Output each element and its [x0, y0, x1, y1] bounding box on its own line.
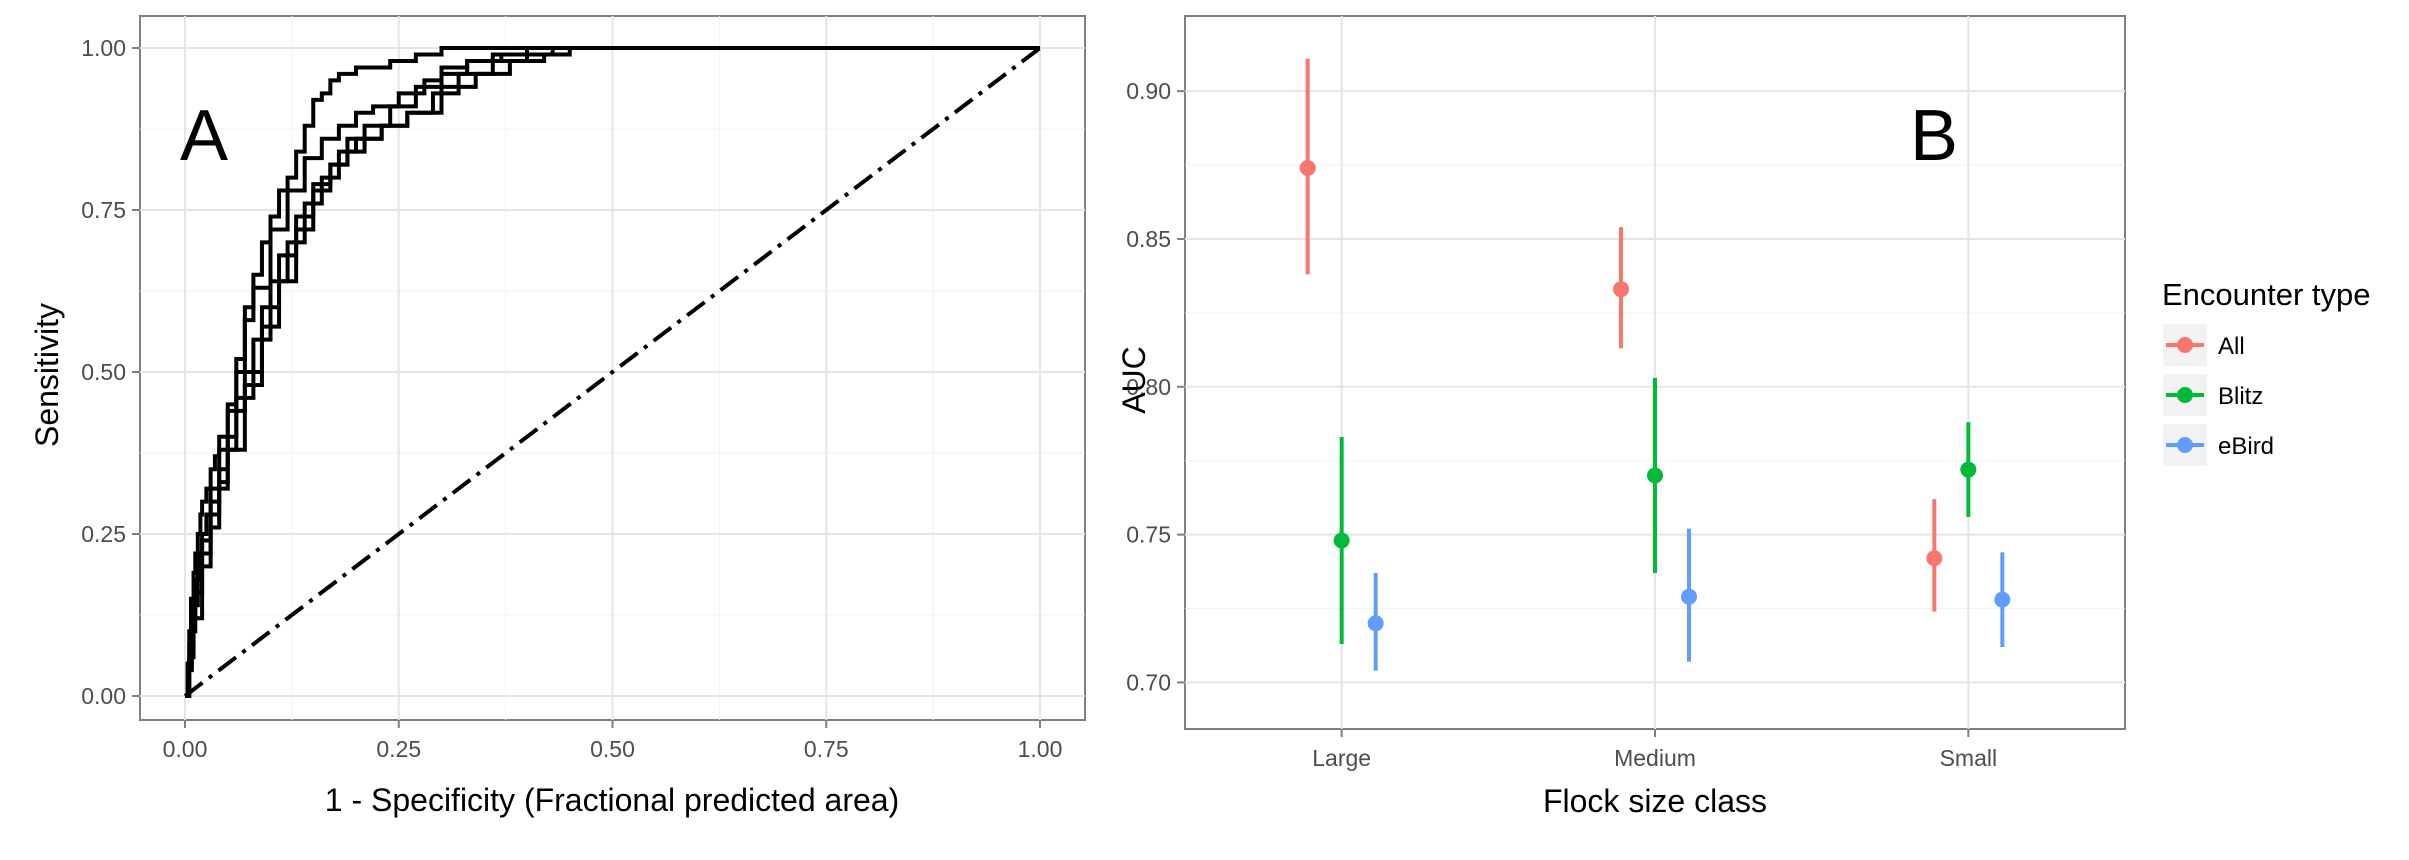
x-tick-label: Small — [1940, 745, 1998, 771]
legend-label-all: All — [2218, 333, 2245, 360]
panel-a-y-axis-title: Sensitivity — [29, 303, 65, 447]
y-tick-label: 0.90 — [1126, 78, 1171, 104]
legend-label-ebird: eBird — [2218, 433, 2274, 460]
x-tick-label: 0.75 — [804, 736, 849, 762]
x-tick-label: 0.00 — [163, 736, 208, 762]
reference-diagonal-line — [183, 46, 1042, 698]
point-ebird-medium — [1681, 588, 1697, 605]
legend-label-blitz: Blitz — [2218, 383, 2263, 410]
roc-curve-5 — [185, 46, 1040, 698]
y-tick-label: 0.75 — [1126, 522, 1171, 548]
x-tick-label: 1.00 — [1018, 736, 1063, 762]
roc-curve-4 — [185, 46, 1040, 698]
panel-b-letter: B — [1910, 96, 1958, 176]
point-blitz-large — [1333, 532, 1350, 549]
panel-a-y-ticks: 0.00 0.25 0.50 0.75 1.00 — [81, 35, 140, 709]
panel-a-x-ticks: 0.00 0.25 0.50 0.75 1.00 — [163, 720, 1063, 762]
panel-a-letter: A — [180, 96, 228, 176]
point-all-medium — [1613, 281, 1629, 298]
legend-items: All Blitz eBird — [2161, 322, 2274, 468]
legend-key-point-blitz — [2177, 387, 2193, 403]
y-tick-label: 0.25 — [81, 521, 126, 547]
point-all-small — [1926, 550, 1943, 567]
legend-title: Encounter type — [2162, 277, 2371, 312]
panel-b-auc-chart: Large Medium Small 0.700.750.800.850.90 B … — [1116, 15, 2126, 819]
panel-a-roc-curves — [185, 46, 1040, 698]
point-all-large — [1299, 160, 1316, 176]
x-tick-label: Large — [1312, 745, 1371, 771]
panel-b-points — [1299, 160, 2011, 632]
x-tick-label: Medium — [1614, 745, 1696, 771]
panel-b-y-axis-title: AUC — [1116, 346, 1152, 414]
panel-b-x-axis-title: Flock size class — [1543, 783, 1767, 819]
point-blitz-small — [1960, 461, 1977, 478]
y-tick-label: 0.00 — [81, 683, 126, 709]
point-blitz-medium — [1647, 467, 1663, 484]
x-tick-label: 0.25 — [376, 736, 421, 762]
y-tick-label: 0.85 — [1126, 226, 1171, 252]
panel-a-x-axis-title: 1 - Specificity (Fractional predicted ar… — [325, 782, 899, 818]
point-ebird-large — [1367, 615, 1384, 632]
legend-key-point-all — [2177, 337, 2193, 353]
y-tick-label: 0.80 — [1126, 374, 1171, 400]
y-tick-label: 0.70 — [1126, 669, 1171, 695]
panel-b-x-ticks: Large Medium Small — [1312, 729, 1997, 771]
panel-a-reference-line — [183, 46, 1042, 698]
panel-b-grid — [1185, 16, 2125, 729]
point-ebird-small — [1994, 591, 2011, 608]
panel-b-y-ticks: 0.70 0.75 0.80 0.85 0.90 — [1126, 78, 1185, 695]
x-tick-label: 0.50 — [590, 736, 635, 762]
y-tick-label: 0.50 — [81, 359, 126, 385]
legend-key-point-ebird — [2177, 437, 2193, 453]
y-tick-label: 1.00 — [81, 35, 126, 61]
panel-a-roc-chart: 0.00 0.25 0.50 0.75 1.00 0.00 0.25 0.50 0.75 1.0… — [29, 15, 1086, 818]
legend: Encounter type All Blitz eBird — [2161, 277, 2371, 468]
y-tick-label: 0.75 — [81, 197, 126, 223]
